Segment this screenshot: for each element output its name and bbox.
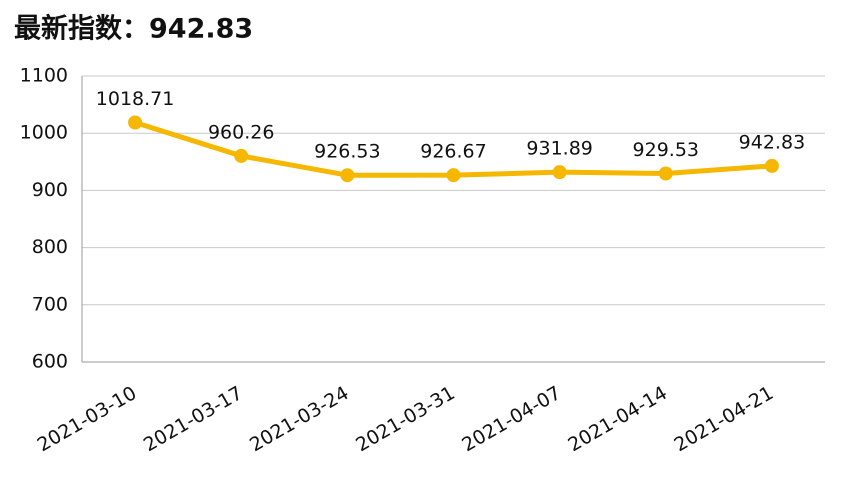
chart-title: 最新指数：942.83 (14, 13, 253, 45)
x-tick-label: 2021-04-21 (671, 382, 778, 456)
y-tick-label: 800 (32, 236, 68, 258)
data-label: 942.83 (739, 131, 805, 153)
point (234, 148, 249, 163)
x-tick-label: 2021-03-31 (352, 382, 459, 456)
x-tick-label: 2021-03-17 (140, 382, 247, 456)
data-label: 926.53 (314, 141, 380, 163)
point (764, 158, 779, 173)
point (340, 168, 355, 183)
data-label: 931.89 (526, 138, 592, 160)
x-tick-label: 2021-03-24 (246, 382, 353, 456)
y-tick-label: 600 (32, 351, 68, 373)
x-tick-label: 2021-04-14 (564, 382, 671, 456)
data-label: 960.26 (208, 121, 274, 143)
x-tick-label: 2021-04-07 (458, 382, 565, 456)
y-tick-label: 1000 (20, 122, 68, 144)
x-tick-label: 2021-03-10 (34, 382, 141, 456)
y-tick-label: 1100 (20, 65, 68, 87)
y-tick-label: 700 (32, 293, 68, 315)
point (658, 166, 673, 181)
data-label: 926.67 (420, 141, 486, 163)
y-tick-label: 900 (32, 179, 68, 201)
data-label: 1018.71 (96, 88, 175, 110)
point (446, 168, 461, 183)
point (128, 115, 143, 130)
point (552, 165, 567, 180)
data-label: 929.53 (633, 139, 699, 161)
